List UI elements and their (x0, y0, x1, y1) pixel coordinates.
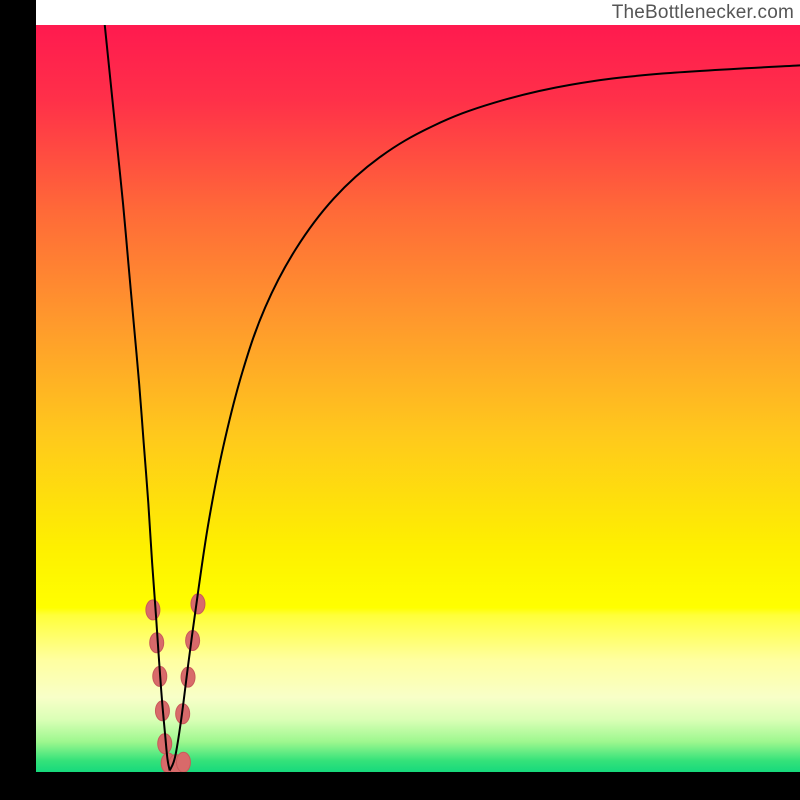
marker-point (146, 600, 160, 620)
gradient-background (36, 25, 800, 772)
watermark-bar: TheBottlenecker.com (36, 0, 800, 25)
plot-area (36, 25, 800, 772)
marker-point (176, 752, 190, 772)
bottleneck-chart (36, 25, 800, 772)
figure-outer: TheBottlenecker.com (0, 0, 800, 800)
watermark-text: TheBottlenecker.com (612, 2, 794, 23)
